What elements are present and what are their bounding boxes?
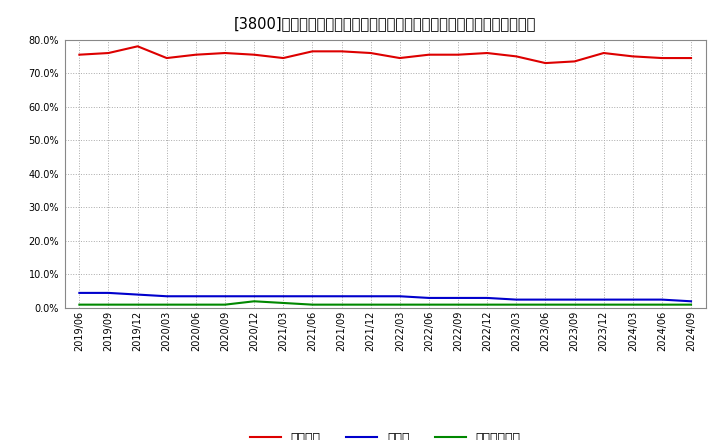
のれん (570, 297, 579, 302)
Line: 自己資本: 自己資本 (79, 46, 691, 63)
のれん (337, 293, 346, 299)
のれん (687, 299, 696, 304)
のれん (541, 297, 550, 302)
繰延税金資産 (687, 302, 696, 307)
のれん (425, 295, 433, 301)
繰延税金資産 (220, 302, 229, 307)
のれん (133, 292, 142, 297)
繰延税金資産 (279, 301, 287, 306)
のれん (220, 293, 229, 299)
のれん (483, 295, 492, 301)
自己資本 (133, 44, 142, 49)
繰延税金資産 (483, 302, 492, 307)
繰延税金資産 (308, 302, 317, 307)
繰延税金資産 (250, 299, 258, 304)
繰延税金資産 (425, 302, 433, 307)
のれん (279, 293, 287, 299)
自己資本 (337, 49, 346, 54)
繰延税金資産 (541, 302, 550, 307)
自己資本 (308, 49, 317, 54)
繰延税金資産 (192, 302, 200, 307)
のれん (366, 293, 375, 299)
自己資本 (220, 50, 229, 55)
Title: [3800]　自己資本、のれん、繰延税金資産の総資産に対する比率の推移: [3800] 自己資本、のれん、繰延税金資産の総資産に対する比率の推移 (234, 16, 536, 32)
自己資本 (483, 50, 492, 55)
繰延税金資産 (75, 302, 84, 307)
Line: 繰延税金資産: 繰延税金資産 (79, 301, 691, 304)
自己資本 (425, 52, 433, 57)
繰延税金資産 (629, 302, 637, 307)
自己資本 (163, 55, 171, 61)
のれん (163, 293, 171, 299)
のれん (599, 297, 608, 302)
自己資本 (687, 55, 696, 61)
のれん (512, 297, 521, 302)
繰延税金資産 (133, 302, 142, 307)
Legend: 自己資本, のれん, 繰延税金資産: 自己資本, のれん, 繰延税金資産 (245, 427, 526, 440)
繰延税金資産 (512, 302, 521, 307)
Line: のれん: のれん (79, 293, 691, 301)
繰延税金資産 (337, 302, 346, 307)
自己資本 (279, 55, 287, 61)
自己資本 (599, 50, 608, 55)
繰延税金資産 (657, 302, 666, 307)
自己資本 (366, 50, 375, 55)
自己資本 (657, 55, 666, 61)
のれん (308, 293, 317, 299)
自己資本 (629, 54, 637, 59)
自己資本 (570, 59, 579, 64)
繰延税金資産 (104, 302, 113, 307)
自己資本 (395, 55, 404, 61)
繰延税金資産 (163, 302, 171, 307)
自己資本 (250, 52, 258, 57)
のれん (192, 293, 200, 299)
自己資本 (454, 52, 462, 57)
自己資本 (192, 52, 200, 57)
のれん (104, 290, 113, 296)
のれん (454, 295, 462, 301)
自己資本 (75, 52, 84, 57)
のれん (250, 293, 258, 299)
繰延税金資産 (454, 302, 462, 307)
のれん (395, 293, 404, 299)
のれん (75, 290, 84, 296)
自己資本 (104, 50, 113, 55)
自己資本 (512, 54, 521, 59)
のれん (657, 297, 666, 302)
繰延税金資産 (395, 302, 404, 307)
繰延税金資産 (366, 302, 375, 307)
自己資本 (541, 60, 550, 66)
繰延税金資産 (599, 302, 608, 307)
繰延税金資産 (570, 302, 579, 307)
のれん (629, 297, 637, 302)
